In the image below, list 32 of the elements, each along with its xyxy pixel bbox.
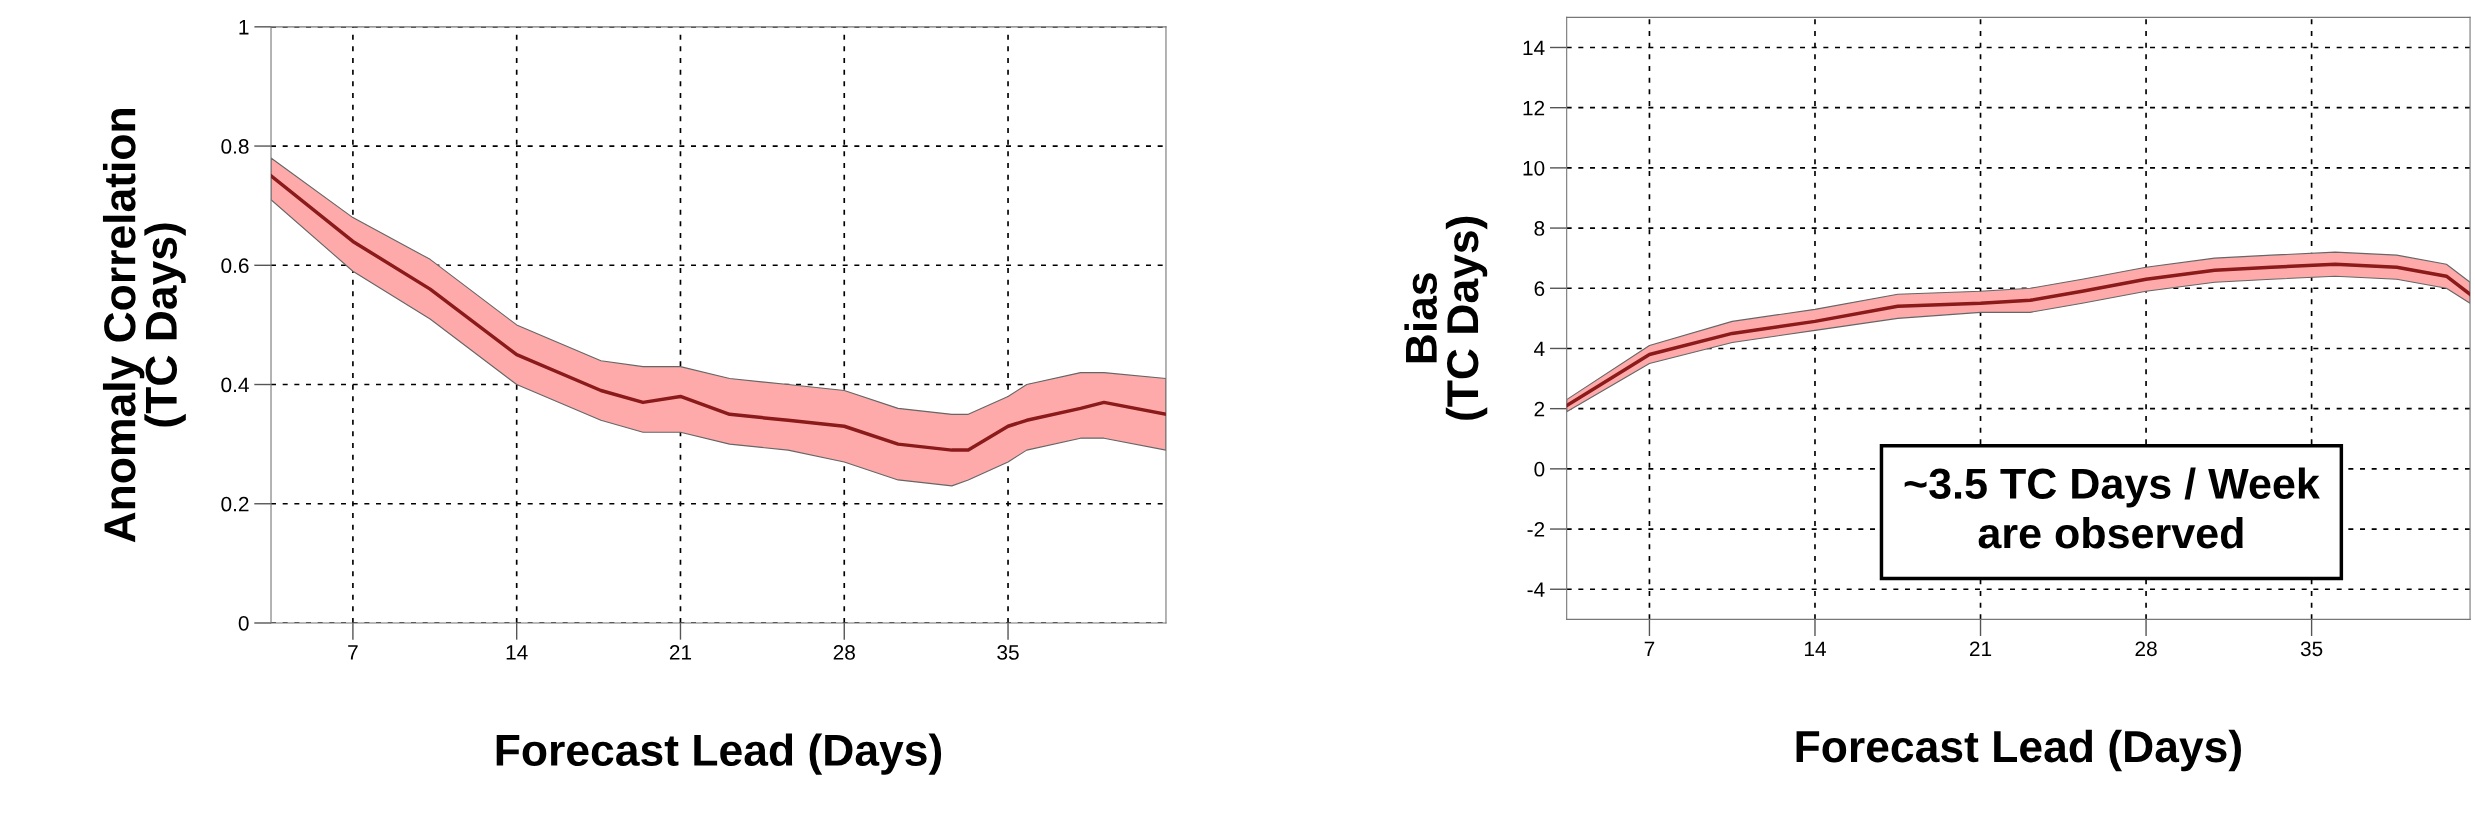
y-tick-label: 0 <box>238 615 249 631</box>
x-tick-label: 14 <box>506 645 528 660</box>
y-tick-label: -2 <box>1527 522 1545 537</box>
x-tick-label: 21 <box>669 645 692 660</box>
y-tick-label: 0.8 <box>221 139 249 154</box>
y-tick-label: 2 <box>1534 401 1545 417</box>
y-tick-label: 8 <box>1534 221 1545 236</box>
x-tick-label: 28 <box>2135 641 2157 657</box>
y-tick-label: 6 <box>1534 281 1545 297</box>
x-tick-label: 7 <box>1644 641 1655 656</box>
y-tick-label: 0.2 <box>221 496 249 512</box>
y-axis-title: Anomaly Correlation (TC Days) <box>102 109 186 543</box>
x-tick-label: 28 <box>833 645 855 660</box>
x-tick-label: 21 <box>1969 641 1992 656</box>
y-tick-label: 1 <box>239 20 249 35</box>
y-tick-label: 10 <box>1523 160 1545 176</box>
y-tick-label: 0 <box>1534 461 1545 477</box>
y-tick-label: 12 <box>1523 100 1545 116</box>
x-tick-label: 35 <box>2300 641 2323 657</box>
y-tick-label: 0.4 <box>221 377 249 393</box>
x-tick-label: 35 <box>997 645 1019 660</box>
x-tick-label: 14 <box>1804 641 1826 656</box>
y-tick-label: 4 <box>1534 341 1545 357</box>
x-axis-title: Forecast Lead (Days) <box>1796 729 2241 772</box>
y-tick-label: -4 <box>1527 582 1545 597</box>
y-tick-label: 0.6 <box>221 258 249 274</box>
x-tick-label: 7 <box>348 645 358 660</box>
line-series <box>271 174 1166 452</box>
x-axis-title: Forecast Lead (Days) <box>496 733 942 775</box>
y-tick-label: 14 <box>1523 40 1545 56</box>
y-axis-title: Bias (TC Days) <box>1404 216 1488 420</box>
annotation: ~3.5 TC Days / Week are observed <box>1904 467 2320 549</box>
